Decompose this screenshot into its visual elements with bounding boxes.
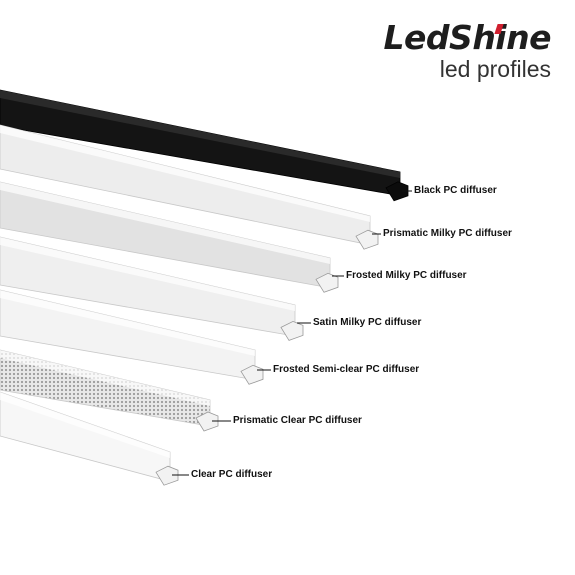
label-prismatic-milky-pc-diffuser: Prismatic Milky PC diffuser (383, 228, 512, 239)
profile-end-cap (280, 320, 304, 341)
label-prismatic-clear-pc-diffuser: Prismatic Clear PC diffuser (233, 415, 362, 426)
profile-strip-highlight (0, 392, 170, 458)
profile-strip-highlight (0, 290, 255, 356)
profile-strip-highlight (0, 237, 295, 311)
label-black-pc-diffuser: Black PC diffuser (414, 185, 497, 196)
profile-end-cap (315, 272, 339, 293)
label-clear-pc-diffuser: Clear PC diffuser (191, 469, 273, 480)
label-satin-milky-pc-diffuser: Satin Milky PC diffuser (313, 317, 422, 328)
label-frosted-milky-pc-diffuser: Frosted Milky PC diffuser (346, 270, 467, 281)
label-frosted-semi-clear-pc-diffuser: Frosted Semi-clear PC diffuser (273, 364, 420, 375)
brand-logo: LedShine led profiles (383, 18, 552, 82)
profile-strip-highlight (0, 350, 210, 406)
profile-strip-highlight (0, 90, 400, 178)
profile-strip-highlight (0, 182, 330, 264)
brand-name: LedShine (383, 18, 552, 57)
profile-strip-highlight (0, 125, 370, 222)
brand-tagline: led profiles (439, 56, 551, 82)
profile-end-cap (355, 229, 379, 250)
